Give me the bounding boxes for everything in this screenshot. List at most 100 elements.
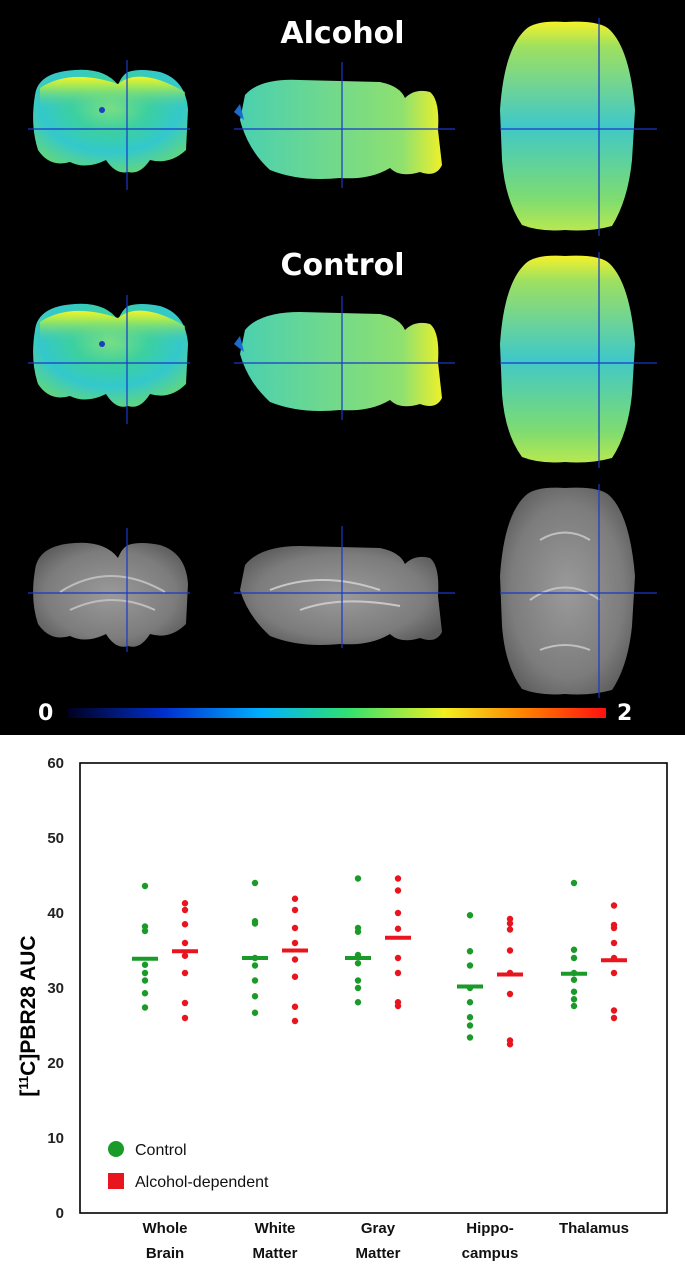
alcohol-data-point — [506, 947, 514, 954]
legend-control-marker — [108, 1141, 124, 1157]
x-tick-label: Whole — [143, 1220, 188, 1237]
control-data-point — [251, 962, 259, 969]
control-data-point — [570, 946, 578, 953]
x-tick-label: Matter — [252, 1245, 297, 1262]
alcohol-data-point — [506, 990, 514, 998]
alcohol-data-point — [394, 969, 402, 977]
alcohol-data-point — [181, 1014, 189, 1022]
control-data-point — [570, 996, 578, 1003]
control-data-point — [466, 912, 474, 919]
control-data-point — [141, 927, 149, 935]
control-data-point — [466, 999, 474, 1006]
control-axial-slice — [500, 255, 635, 463]
control-data-point — [570, 954, 578, 962]
x-tick-label: Thalamus — [559, 1220, 629, 1237]
control-data-point — [466, 948, 474, 955]
y-tick-label: 10 — [47, 1130, 64, 1147]
alcohol-data-point — [394, 887, 402, 894]
control-data-point — [354, 984, 362, 992]
control-data-point — [570, 976, 578, 983]
alcohol-data-point — [610, 969, 618, 977]
colorbar-min-label: 0 — [38, 701, 54, 726]
alcohol-data-point — [610, 1014, 618, 1022]
alcohol-data-point — [506, 920, 514, 927]
mean-bars — [132, 935, 627, 989]
alcohol-data-point — [291, 924, 299, 932]
control-data-point — [570, 988, 578, 995]
control-data-point — [251, 1009, 259, 1016]
control-data-point — [466, 962, 474, 969]
x-ticks: Whole Brain White Matter Gray Matter Hippo-cam… — [143, 1220, 630, 1262]
control-data-point — [570, 879, 578, 887]
control-data-point — [466, 1014, 474, 1021]
mri-coronal-slice — [33, 542, 189, 647]
alcohol-data-point — [291, 895, 299, 902]
control-data-point — [141, 923, 149, 930]
control-data-point — [354, 928, 362, 935]
x-tick-label: Gray — [361, 1220, 396, 1237]
alcohol-data-point — [394, 925, 402, 932]
colorbar — [68, 708, 606, 718]
control-data-point — [141, 990, 149, 997]
alcohol-data-point — [181, 999, 189, 1007]
y-ticks: 0 10 20 30 40 50 60 — [47, 755, 64, 1222]
legend-alcohol-label: Alcohol-dependent — [135, 1174, 269, 1191]
mri-sagittal-slice — [240, 546, 442, 645]
alcohol-data-point — [181, 952, 189, 959]
alcohol-data-point — [506, 926, 514, 933]
control-data-point — [466, 1022, 474, 1029]
x-tick-label: Brain — [146, 1245, 184, 1262]
alcohol-data-point — [181, 900, 189, 907]
control-data-point — [354, 999, 362, 1006]
alcohol-data-point — [181, 921, 189, 928]
alcohol-data-point — [610, 939, 618, 947]
control-data-point — [141, 882, 149, 890]
data-points — [141, 875, 618, 1048]
mri-axial-slice — [500, 487, 635, 695]
alcohol-data-point — [610, 924, 618, 932]
control-coronal-slice — [33, 303, 189, 407]
alcohol-data-point — [394, 909, 402, 917]
crosshairs — [28, 18, 657, 698]
alcohol-data-point — [181, 906, 189, 914]
legend: Control Alcohol-dependent — [108, 1141, 269, 1191]
control-data-point — [354, 977, 362, 984]
y-axis-title: [11C]PBR28 AUC — [16, 935, 41, 1096]
control-data-point — [354, 875, 362, 882]
x-tick-label: campus — [462, 1245, 519, 1262]
alcohol-data-point — [394, 1002, 402, 1010]
x-tick-label: Hippo- — [466, 1220, 513, 1237]
control-data-point — [251, 920, 259, 927]
control-data-point — [141, 977, 149, 984]
y-axis-label: [11C]PBR28 AUC — [16, 935, 41, 1096]
legend-alcohol-marker — [108, 1173, 124, 1189]
x-tick-label: White — [255, 1220, 296, 1237]
alcohol-data-point — [181, 969, 189, 977]
control-sagittal-slice — [234, 312, 442, 411]
alcohol-data-point — [610, 1007, 618, 1014]
control-data-point — [251, 977, 259, 984]
pet-imaging-panel: Alcohol Control 0 2 — [0, 0, 685, 735]
y-tick-label: 40 — [47, 905, 64, 922]
control-row-label: Control — [280, 248, 405, 283]
control-data-point — [141, 969, 149, 977]
control-data-point — [354, 960, 362, 967]
control-data-point — [251, 879, 259, 887]
y-tick-label: 30 — [47, 980, 64, 997]
y-tick-label: 0 — [56, 1205, 64, 1222]
alcohol-axial-slice — [500, 21, 635, 231]
brain-slices-figure — [28, 18, 657, 718]
control-data-point — [570, 1002, 578, 1010]
alcohol-data-point — [291, 906, 299, 914]
control-data-point — [141, 961, 149, 968]
alcohol-data-point — [181, 939, 189, 947]
alcohol-data-point — [506, 1041, 514, 1048]
control-data-point — [466, 1034, 474, 1041]
y-tick-label: 50 — [47, 830, 64, 847]
alcohol-data-point — [291, 956, 299, 963]
alcohol-coronal-slice — [33, 69, 189, 173]
alcohol-data-point — [506, 915, 514, 923]
alcohol-data-point — [291, 939, 299, 947]
control-data-point — [251, 993, 259, 1000]
